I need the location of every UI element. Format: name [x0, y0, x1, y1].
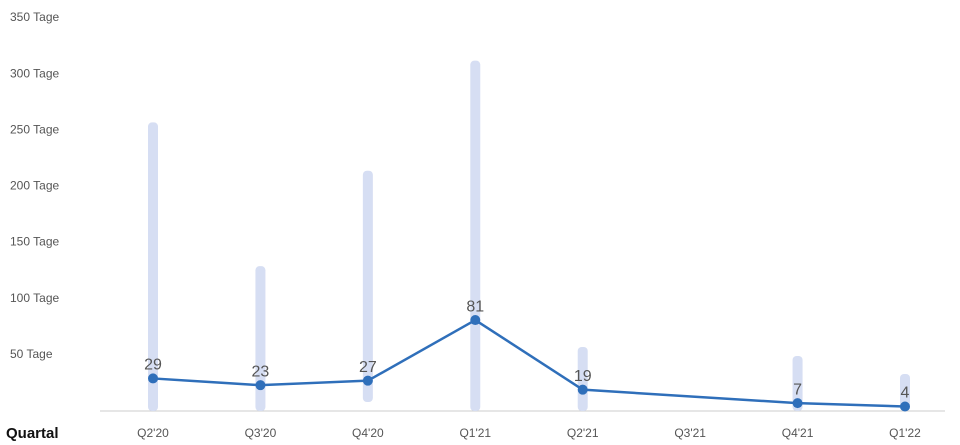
value-label: 29: [144, 357, 162, 374]
y-tick-label: 100 Tage: [10, 291, 59, 305]
range-bar: [148, 122, 158, 411]
x-tick-label: Q2'21: [567, 426, 599, 440]
x-axis-label: Quartal: [6, 425, 59, 442]
line-segment: [367, 318, 476, 382]
point: [362, 375, 373, 386]
line-segment: [797, 401, 906, 408]
range-bar: [470, 60, 481, 411]
point: [792, 398, 803, 409]
line-segment: [152, 377, 261, 387]
value-label: 7: [793, 381, 802, 398]
line-segment: [582, 388, 798, 405]
range-bar: [900, 373, 910, 411]
x-tick-label: Q4'20: [352, 426, 384, 440]
value-label: 23: [252, 363, 270, 380]
y-tick-label: 50 Tage: [10, 347, 53, 361]
y-tick-label: 300 Tage: [10, 66, 59, 80]
value-label: 4: [901, 385, 910, 402]
point: [577, 384, 588, 395]
y-tick-label: 250 Tage: [10, 122, 59, 136]
range-bar: [362, 170, 373, 403]
point: [900, 401, 910, 412]
range-bar: [792, 355, 803, 411]
value-label: 81: [466, 298, 484, 315]
point: [148, 373, 158, 384]
line-segment: [474, 318, 584, 391]
x-tick-label: Q2'20: [137, 426, 169, 440]
x-tick-label: Q1'21: [459, 426, 491, 440]
point: [255, 380, 266, 391]
value-label: 27: [359, 359, 377, 376]
y-tick-label: 350 Tage: [10, 10, 59, 24]
line-segment: [260, 379, 368, 387]
y-tick-label: 200 Tage: [10, 179, 59, 193]
x-tick-label: Q4'21: [782, 426, 814, 440]
range-bar: [577, 346, 588, 411]
x-tick-label: Q1'22: [889, 426, 921, 440]
value-label: 19: [574, 368, 592, 385]
y-tick-label: 150 Tage: [10, 235, 59, 249]
x-tick-label: Q3'21: [674, 426, 706, 440]
point: [470, 315, 481, 326]
x-tick-label: Q3'20: [245, 426, 277, 440]
range-bar: [255, 266, 266, 411]
